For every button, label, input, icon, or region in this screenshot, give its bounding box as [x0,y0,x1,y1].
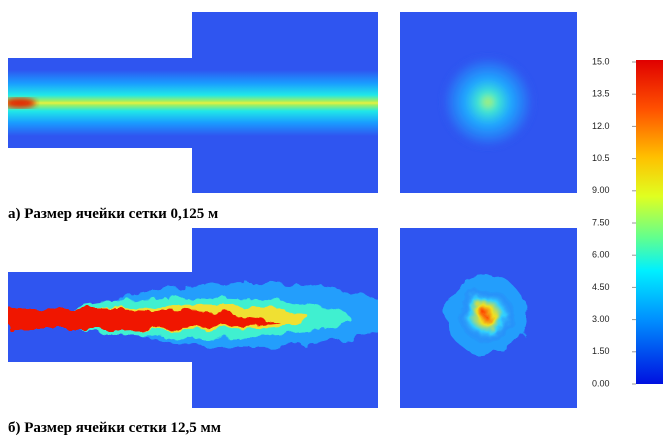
colorbar-tick-label: 12.0 [592,121,610,131]
colorbar-tick-label: 9.00 [592,185,610,195]
colorbar-tick-label: 10.5 [592,153,610,163]
colorbar-tick-label: 7.50 [592,217,610,227]
section-fine [400,228,577,408]
colorbar-tick-label: 4.50 [592,282,610,292]
field-fine [8,228,378,408]
colorbar-tick-label: 0.00 [592,378,610,388]
colorbar-tick-label: 1.50 [592,346,610,356]
caption: а) Размер ячейки сетки 0,125 м [8,206,218,222]
section-coarse [400,12,577,193]
colorbar-tick-label: 15.0 [592,56,610,66]
colorbar-tick-label: 6.00 [592,250,610,260]
colorbar [636,60,663,384]
field-coarse [8,12,378,193]
colorbar-tick-label: 13.5 [592,89,610,99]
caption: б) Размер ячейки сетки 12,5 мм [8,420,221,436]
colorbar-tick-label: 3.00 [592,314,610,324]
